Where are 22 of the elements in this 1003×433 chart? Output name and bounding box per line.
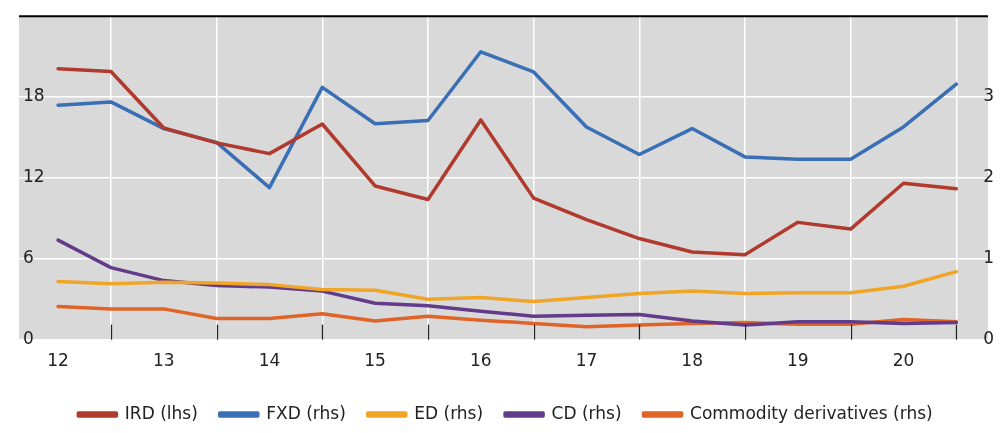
x-tick-label: 18 [681, 350, 703, 371]
x-tick-label: 16 [469, 350, 492, 371]
y-tick-label: 12 [23, 166, 45, 187]
x-tick-label: 17 [575, 350, 598, 371]
legend-label: FXD (rhs) [266, 402, 346, 423]
y2-tick-label: 0 [983, 328, 994, 349]
y2-tick-label: 3 [983, 85, 994, 106]
y-tick-label: 6 [23, 247, 34, 268]
y-tick-label: 0 [23, 328, 34, 349]
x-tick-label: 14 [258, 350, 281, 371]
legend-label: CD (rhs) [551, 402, 622, 423]
y2-tick-label: 2 [983, 166, 994, 187]
y-tick-label: 18 [23, 85, 45, 106]
x-tick-label: 15 [364, 350, 386, 371]
x-tick-label: 13 [152, 350, 175, 371]
x-tick-label: 20 [892, 350, 915, 371]
legend-label: ED (rhs) [414, 402, 484, 423]
x-tick-label: 19 [786, 350, 809, 371]
x-tick-label: 12 [47, 350, 69, 371]
legend-label: Commodity derivatives (rhs) [690, 402, 933, 423]
y2-tick-label: 1 [983, 247, 994, 268]
legend-label: IRD (lhs) [124, 402, 198, 423]
